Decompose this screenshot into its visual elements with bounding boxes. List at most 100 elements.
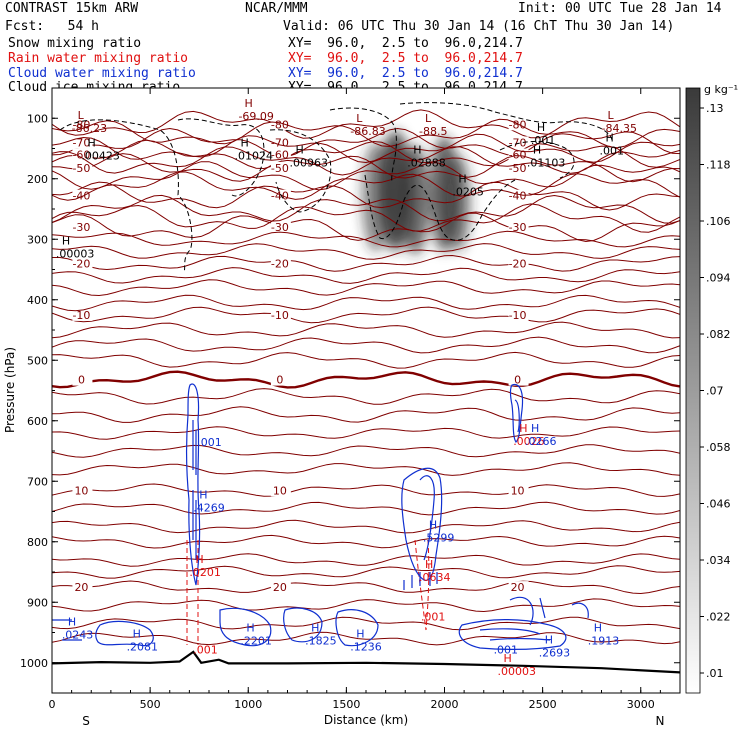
temperature-label-mask [270, 118, 291, 131]
colorbar-tick-label: .01 [706, 667, 724, 680]
colorbar-tick-label: .058 [706, 441, 731, 454]
extremum-value-label: .01103 [527, 157, 566, 170]
temperature-contour [52, 406, 680, 423]
temperature-label-mask [508, 373, 529, 386]
x-tick-label: 0 [49, 698, 56, 711]
temperature-label-mask [508, 484, 529, 497]
extremum-value-label: .0634 [419, 571, 451, 584]
temperature-contour-label: 10 [74, 484, 88, 497]
colorbar-tick-label: .046 [706, 498, 731, 511]
temperature-contour [52, 565, 680, 579]
temperature-contour-label: -10 [509, 309, 527, 322]
temperature-contour-label: -30 [509, 221, 527, 234]
model-title: CONTRAST 15km ARW [5, 1, 139, 16]
cloud-water-contour [219, 607, 272, 647]
temperature-contour [52, 230, 680, 248]
temperature-contour-label: -40 [509, 190, 527, 203]
extremum-type-label: H [519, 422, 527, 435]
cloud-water-contour [458, 619, 567, 650]
extremum-type-label: H [531, 422, 539, 435]
y-tick-label: 300 [27, 233, 48, 246]
cloud-water-contour [52, 619, 82, 641]
temperature-contour [52, 203, 680, 233]
x-tick-label: 500 [140, 698, 161, 711]
temperature-contour [52, 133, 680, 164]
temperature-contour [52, 598, 680, 613]
temperature-contour [52, 616, 680, 631]
extremum-type-label: H [87, 136, 95, 149]
field-rain-xy: XY= 96.0, 2.5 to 96.0,214.7 [288, 51, 523, 66]
temperature-contour-label: -20 [72, 257, 90, 270]
extremum-value-label: .0026 [513, 435, 545, 448]
colorbar-ticks: .01 .022 .034 .046 .058 .07 .082 .094 .106 .118 .1… [700, 102, 731, 680]
extremum-value-label: -84.35 [602, 122, 637, 135]
temperature-contour-label: 0 [514, 374, 521, 387]
temperature-contour-label: -50 [72, 162, 90, 175]
temperature-label-mask [270, 148, 291, 161]
temperature-contour-label: -60 [72, 149, 90, 162]
extremum-type-label: H [594, 622, 602, 635]
colorbar-tick-label: .106 [706, 215, 731, 228]
temperature-contour [52, 444, 680, 458]
y-tick-label: 400 [27, 294, 48, 307]
contour-value-label: .001 [193, 644, 218, 657]
field-rain-name: Rain water mixing ratio [8, 51, 189, 66]
colorbar-tick-label: .034 [706, 554, 731, 567]
cloud-ice-contour [177, 118, 265, 197]
temperature-label-mask [270, 373, 291, 386]
temperature-label-mask [508, 257, 529, 270]
extremum-type-label: H [413, 144, 421, 157]
temperature-contour [52, 161, 680, 191]
colorbar-tick-label: .13 [706, 102, 724, 115]
cloud-ice-contour [269, 129, 332, 213]
extremum-type-label: H [606, 131, 614, 144]
small-contour-labels: .001 .001 .001 .001 [193, 436, 518, 657]
extremum-type-label: H [195, 553, 203, 566]
temperature-contour-label: -10 [271, 309, 289, 322]
extremum-type-label: L [78, 109, 85, 122]
temperature-label-mask [270, 221, 291, 234]
x-end-left-label: S [82, 714, 90, 728]
extremum-type-label: H [537, 121, 545, 134]
temperature-contour [52, 194, 680, 224]
extrema-labels: L-86.23H-69.09 L-86.83L-88.5L-84.35H.0042… [56, 97, 637, 678]
contour-value-label: .001 [494, 644, 519, 657]
field-snow-xy: XY= 96.0, 2.5 to 96.0,214.7 [288, 36, 523, 51]
extremum-value-label: -69.09 [238, 110, 273, 123]
extremum-value-label: -86.23 [72, 122, 107, 135]
temperature-contour [52, 127, 680, 157]
cloud-ice-contour [364, 174, 516, 241]
temperature-contour-label: 20 [273, 581, 287, 594]
extremum-type-label: H [295, 144, 303, 157]
temperature-contour [52, 279, 680, 297]
temperature-contour [52, 388, 680, 405]
temperature-contour-label: 20 [511, 581, 525, 594]
cloud-ice-contours [59, 102, 613, 273]
x-end-right-label: N [656, 714, 665, 728]
extremum-type-label: H [429, 519, 437, 532]
extremum-type-label: H [425, 558, 433, 571]
temperature-contour [52, 254, 680, 272]
temperature-label-mask [72, 148, 93, 161]
cloud-water-contour [192, 420, 197, 560]
temperature-contour [52, 171, 680, 201]
temperature-contour [52, 370, 680, 389]
temperature-contour-label: 10 [273, 484, 287, 497]
temperature-contour-label: -10 [72, 309, 90, 322]
temperature-label-mask [270, 257, 291, 270]
cloud-water-contour [479, 628, 551, 641]
colorbar-tick-label: .082 [706, 328, 731, 341]
temperature-contour [52, 580, 680, 595]
colorbar-gradient [685, 87, 701, 694]
cloud-water-contour [514, 399, 520, 433]
extremum-value-label: .02888 [407, 157, 446, 170]
temperature-label-mask [72, 308, 93, 321]
extremum-type-label: H [458, 173, 466, 186]
x-axis: 0 500 1000 1500 2000 2500 3000 [49, 88, 661, 711]
extremum-type-label: H [244, 97, 252, 110]
temperature-label-mask [508, 221, 529, 234]
temperature-contour [52, 153, 680, 183]
temperature-contour-label: -30 [271, 221, 289, 234]
temperature-contour-label: 0 [276, 374, 283, 387]
